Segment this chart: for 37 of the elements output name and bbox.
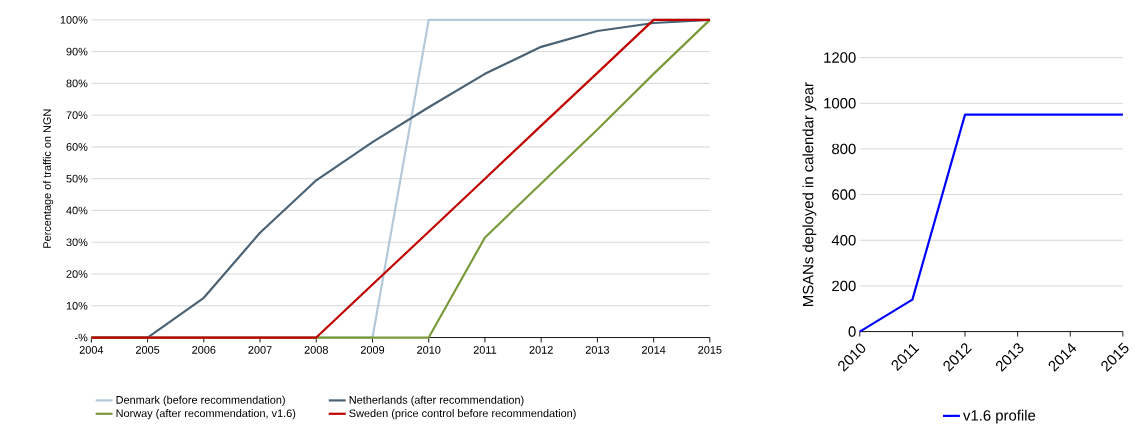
y-tick-label: 800 [832, 143, 856, 155]
x-tick-label: 2011 [473, 346, 497, 354]
y-tick-label: 600 [832, 189, 856, 200]
y-tick-label: 30% [66, 238, 88, 247]
legend-label: Denmark (before recommendation) [116, 395, 285, 406]
legend-label: Sweden (price control before recommendation) [349, 409, 576, 420]
x-tick-label: 2009 [360, 346, 385, 354]
legend-label: v1.6 profile [963, 409, 1036, 424]
x-tick-label: 2004 [79, 346, 104, 354]
y-axis-title: MSANs deployed in calendar year [802, 82, 817, 306]
y-tick-label: 1200 [824, 52, 856, 63]
y-tick-label: 10% [66, 301, 88, 310]
x-tick-label: 2012 [529, 346, 553, 354]
legend-label: Netherlands (after recommendation) [349, 395, 524, 406]
x-tick-label: 2007 [248, 346, 272, 354]
y-axis-title: Percentage of traffic on NGN [42, 109, 54, 248]
y-tick-label: 80% [66, 79, 88, 88]
x-tick-label: 2005 [135, 346, 160, 354]
y-tick-label: 70% [66, 111, 88, 120]
y-tick-label: 40% [66, 206, 88, 215]
y-tick-label: 400 [831, 235, 856, 246]
y-tick-label: 90% [66, 47, 88, 56]
y-tick-label: 20% [66, 270, 88, 278]
y-tick-label: 60% [66, 143, 88, 151]
y-tick-label: -% [74, 333, 88, 342]
y-tick-label: 100% [60, 16, 88, 24]
x-tick-label: 2014 [642, 346, 666, 354]
x-tick-label: 2013 [585, 346, 610, 354]
x-tick-label: 2006 [192, 346, 216, 354]
y-tick-label: 50% [66, 174, 88, 183]
y-tick-label: 1000 [824, 98, 856, 109]
x-tick-label: 2008 [304, 346, 328, 354]
x-tick-label: 2010 [417, 346, 441, 354]
x-tick-label: 2015 [698, 346, 722, 354]
y-tick-label: 0 [848, 326, 856, 337]
y-tick-label: 200 [832, 280, 856, 292]
legend-label: Norway (after recommendation, v1.6) [116, 409, 296, 420]
